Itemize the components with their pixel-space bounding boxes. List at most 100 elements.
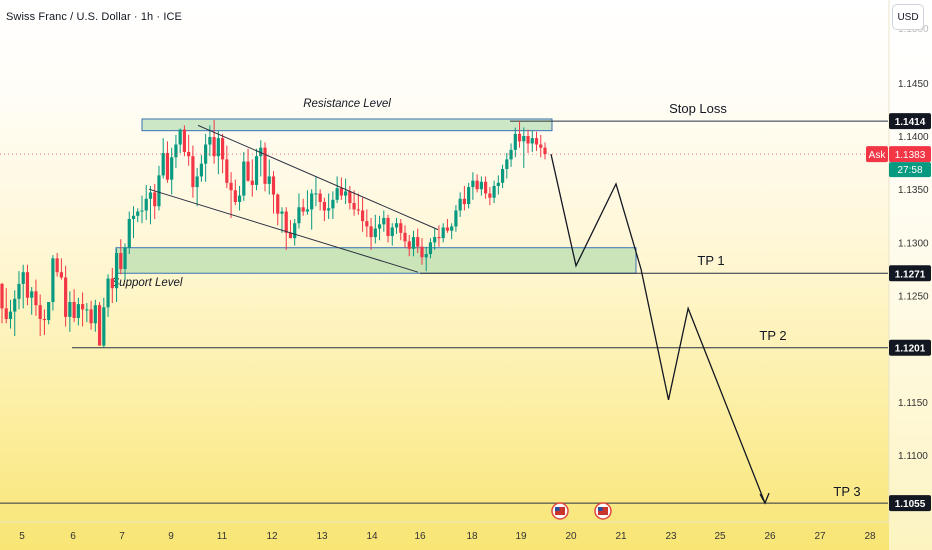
candle-body — [8, 311, 13, 320]
candle-body — [131, 215, 136, 219]
time-tick-label: 7 — [119, 531, 125, 542]
us-flag-canton-icon — [555, 507, 560, 511]
candle-body — [4, 308, 8, 320]
candle-body — [225, 159, 229, 183]
candle-body — [331, 199, 335, 209]
candle-body — [356, 209, 360, 211]
currency-button[interactable]: USD — [892, 4, 924, 30]
candle-body — [276, 194, 280, 214]
candle-body — [21, 272, 25, 284]
candle-body — [148, 192, 153, 199]
level-price-tag — [889, 265, 931, 282]
level-price-label: 1.1414 — [895, 117, 926, 128]
time-tick-label: 11 — [217, 531, 228, 542]
zone-resistance-level — [141, 118, 553, 132]
price-tick-label: 1.1450 — [898, 79, 929, 90]
candle-body — [216, 138, 220, 157]
candle-body — [339, 188, 343, 196]
candle-body — [305, 209, 310, 212]
projection-arrowhead — [759, 492, 770, 505]
candle-body — [445, 227, 450, 231]
candle-body — [390, 227, 394, 237]
candle-body — [106, 278, 110, 308]
time-tick-label: 16 — [414, 531, 426, 542]
candle-body — [352, 203, 356, 210]
candle-body — [403, 232, 407, 242]
time-tick-label: 5 — [19, 531, 25, 542]
candle-body — [441, 227, 445, 239]
candle-body — [97, 305, 102, 346]
zone-support-level — [115, 247, 637, 274]
candle-body — [204, 144, 208, 164]
candle-body — [0, 283, 4, 309]
candle-body — [365, 221, 369, 227]
candle-body — [407, 241, 411, 249]
price-tick-label: 1.1100 — [898, 451, 928, 462]
level-label: TP 1 — [697, 253, 724, 268]
candle-body — [505, 159, 509, 169]
candle-body — [382, 217, 386, 225]
time-tick-label: 26 — [764, 531, 776, 542]
candle-body — [246, 161, 250, 181]
candle-body — [93, 305, 97, 324]
projection-path — [550, 153, 766, 504]
candle-body — [110, 278, 114, 289]
candle-body — [454, 210, 458, 227]
candle-body — [488, 193, 492, 198]
candle-body — [51, 258, 55, 302]
candle-body — [17, 283, 21, 299]
ask-label: Ask — [869, 150, 887, 161]
candle-body — [123, 247, 127, 269]
candle-body — [153, 192, 157, 207]
price-tick-label: 1.1300 — [898, 238, 929, 249]
candle-body — [13, 298, 17, 312]
candle-body — [81, 304, 85, 310]
ask-tag — [866, 146, 888, 163]
candle-body — [399, 223, 403, 233]
candle-body — [89, 309, 93, 324]
time-tick-label: 12 — [266, 531, 278, 542]
current-price-tag — [889, 146, 931, 163]
candle-body — [301, 207, 305, 212]
us-flag-stripes-icon — [555, 507, 565, 515]
candle-body — [157, 175, 161, 207]
candle-body — [254, 156, 259, 185]
price-tick-label: 1.1150 — [898, 398, 928, 409]
candle-body — [318, 193, 322, 202]
time-tick-label: 9 — [168, 531, 174, 542]
symbol-title[interactable]: Swiss Franc / U.S. Dollar · 1h · ICE — [6, 11, 182, 23]
level-label: TP 2 — [759, 328, 786, 343]
candle-body — [237, 195, 242, 202]
candle-body — [450, 226, 454, 231]
candle-body — [496, 182, 500, 187]
candle-body — [530, 138, 534, 144]
candle-body — [467, 187, 471, 205]
candle-body — [267, 176, 271, 184]
candle-body — [68, 301, 72, 317]
candle-body — [191, 156, 195, 188]
level-label: TP 3 — [833, 484, 860, 499]
time-tick-label: 14 — [366, 531, 378, 542]
candle-body — [182, 129, 187, 152]
candle-body — [433, 237, 437, 243]
candle-body — [386, 217, 390, 237]
candle-body — [280, 211, 284, 214]
candle-body — [263, 147, 267, 184]
candle-body — [25, 272, 30, 298]
candle-body — [165, 153, 170, 180]
candle-body — [526, 136, 530, 144]
zone-label: Resistance Level — [303, 98, 391, 110]
candle-body — [517, 133, 522, 142]
candle-body — [195, 176, 199, 188]
level-label: Stop Loss — [669, 101, 727, 116]
candle-body — [242, 161, 246, 196]
candle-body — [212, 137, 216, 157]
candle-body — [534, 138, 539, 145]
candle-body — [293, 223, 297, 239]
candle-body — [144, 198, 148, 211]
time-tick-label: 6 — [70, 531, 76, 542]
candle-body — [199, 163, 203, 177]
candle-body — [288, 232, 293, 239]
